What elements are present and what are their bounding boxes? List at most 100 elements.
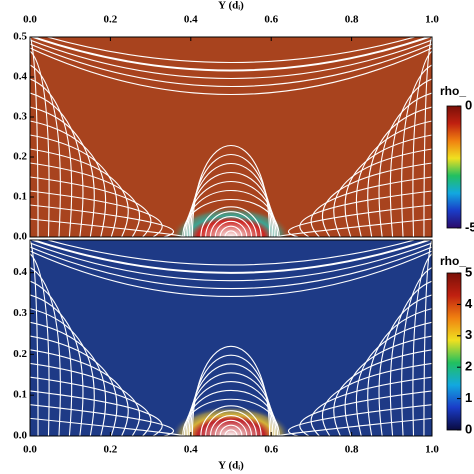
colorbar-label: rho_ [440, 84, 466, 98]
field-line [321, 162, 432, 237]
y-tick-label: 0.1 [13, 389, 27, 401]
field-line [333, 349, 432, 436]
colorbar-label: rho_ [440, 254, 466, 268]
field-line [30, 242, 432, 282]
field-line [30, 376, 152, 436]
field-line [219, 225, 243, 237]
field-line [423, 37, 432, 237]
field-line [30, 50, 50, 237]
panel: 0.0 0.2 0.4 0.6 0.8 1.0 Y (dᵢ) 0.0 0.1 0.2 0.3 0.4 0… [13, 0, 439, 243]
x-tick-label: 0.4 [184, 444, 198, 456]
y-tick-label: 0.5 [13, 31, 27, 43]
y-tick-label: 0.0 [13, 430, 27, 442]
field-line [30, 250, 432, 297]
y-tick-label: 0.3 [13, 111, 27, 123]
colorbar-tick-label: 4 [465, 296, 473, 311]
field-line [209, 414, 253, 436]
field-line [321, 362, 432, 436]
x-axis-title: Y (dᵢ) [218, 460, 244, 472]
colorbar-scale [446, 105, 462, 229]
field-line [205, 410, 257, 436]
x-tick-label: 0.0 [23, 14, 37, 26]
x-tick-label: 0.4 [184, 14, 198, 26]
field-line [30, 176, 152, 237]
field-line [30, 78, 73, 237]
panel: 0.0 0.2 0.4 0.6 0.8 1.0 Y (dᵢ) 0.0 0.1 0.2 0.3 0.4 [13, 239, 439, 472]
field-line [30, 148, 129, 237]
field-line [30, 266, 61, 436]
x-tick-label: 1.0 [425, 444, 439, 456]
x-tick-label: 0.2 [104, 14, 118, 26]
field-line [30, 335, 118, 436]
field-line [30, 404, 175, 436]
field-line [30, 240, 432, 274]
colorbar-tick-label: -5 [465, 219, 474, 234]
field-line [209, 215, 253, 237]
x-tick-label: 0.6 [264, 444, 278, 456]
field-line [30, 390, 163, 436]
plot-frame [29, 239, 433, 437]
field-line [30, 280, 73, 436]
field-lines [30, 37, 432, 237]
field-line [45, 37, 417, 63]
x-tick-label: 0.2 [104, 444, 118, 456]
field-line [30, 240, 39, 436]
field-line [205, 211, 257, 237]
y-tick-label: 0.4 [13, 266, 27, 278]
field-line [287, 404, 432, 436]
x-tick-label: 0.8 [345, 14, 359, 26]
colorbar-tick-label: 1 [465, 390, 472, 405]
field-line [412, 50, 432, 237]
colorbar-tick-label: 0 [465, 421, 472, 436]
y-tick-label: 0.4 [13, 71, 27, 83]
field-line [299, 390, 432, 436]
field-line [191, 144, 271, 237]
field-line [401, 266, 432, 436]
y-tick-label: 0.2 [13, 348, 27, 360]
field-line [219, 424, 243, 436]
field-line [30, 39, 432, 79]
field-line [310, 376, 432, 436]
field-line [30, 37, 39, 237]
field-line [389, 280, 432, 436]
x-axis-title: Y (dᵢ) [218, 0, 244, 12]
field-line [333, 148, 432, 237]
colorbar-tick-label: 5 [465, 264, 472, 279]
field-line [344, 134, 432, 237]
field-line [344, 335, 432, 436]
field-line [30, 47, 432, 95]
plot-frame [29, 36, 433, 238]
field-line [200, 206, 262, 237]
field-line [412, 253, 432, 436]
field-line [276, 417, 432, 436]
field-line [30, 362, 141, 436]
field-line [30, 417, 186, 436]
field-line [423, 240, 432, 436]
colorbar-scale [446, 272, 462, 431]
y-tick-label: 0.1 [13, 191, 27, 203]
field-line [401, 64, 432, 237]
field-line [30, 134, 118, 237]
colorbar-tick-label: 0 [465, 97, 472, 112]
y-tick-label: 0.0 [13, 231, 27, 243]
field-line [389, 78, 432, 237]
field-line [30, 64, 61, 237]
colorbar-tick-label: 3 [465, 327, 472, 342]
field-line [30, 190, 163, 237]
field-line [224, 429, 238, 436]
x-tick-label: 1.0 [425, 14, 439, 26]
field-line [30, 246, 432, 290]
field-line [200, 405, 262, 436]
field-line [30, 43, 432, 87]
field-line [30, 218, 186, 237]
field-lines [30, 240, 432, 436]
field-line [30, 349, 129, 436]
field-line [224, 230, 238, 237]
field-line [214, 220, 248, 237]
field-line [30, 162, 141, 237]
colorbar-tick-label: 2 [465, 359, 472, 374]
y-tick-label: 0.2 [13, 151, 27, 163]
field-line [30, 253, 50, 436]
